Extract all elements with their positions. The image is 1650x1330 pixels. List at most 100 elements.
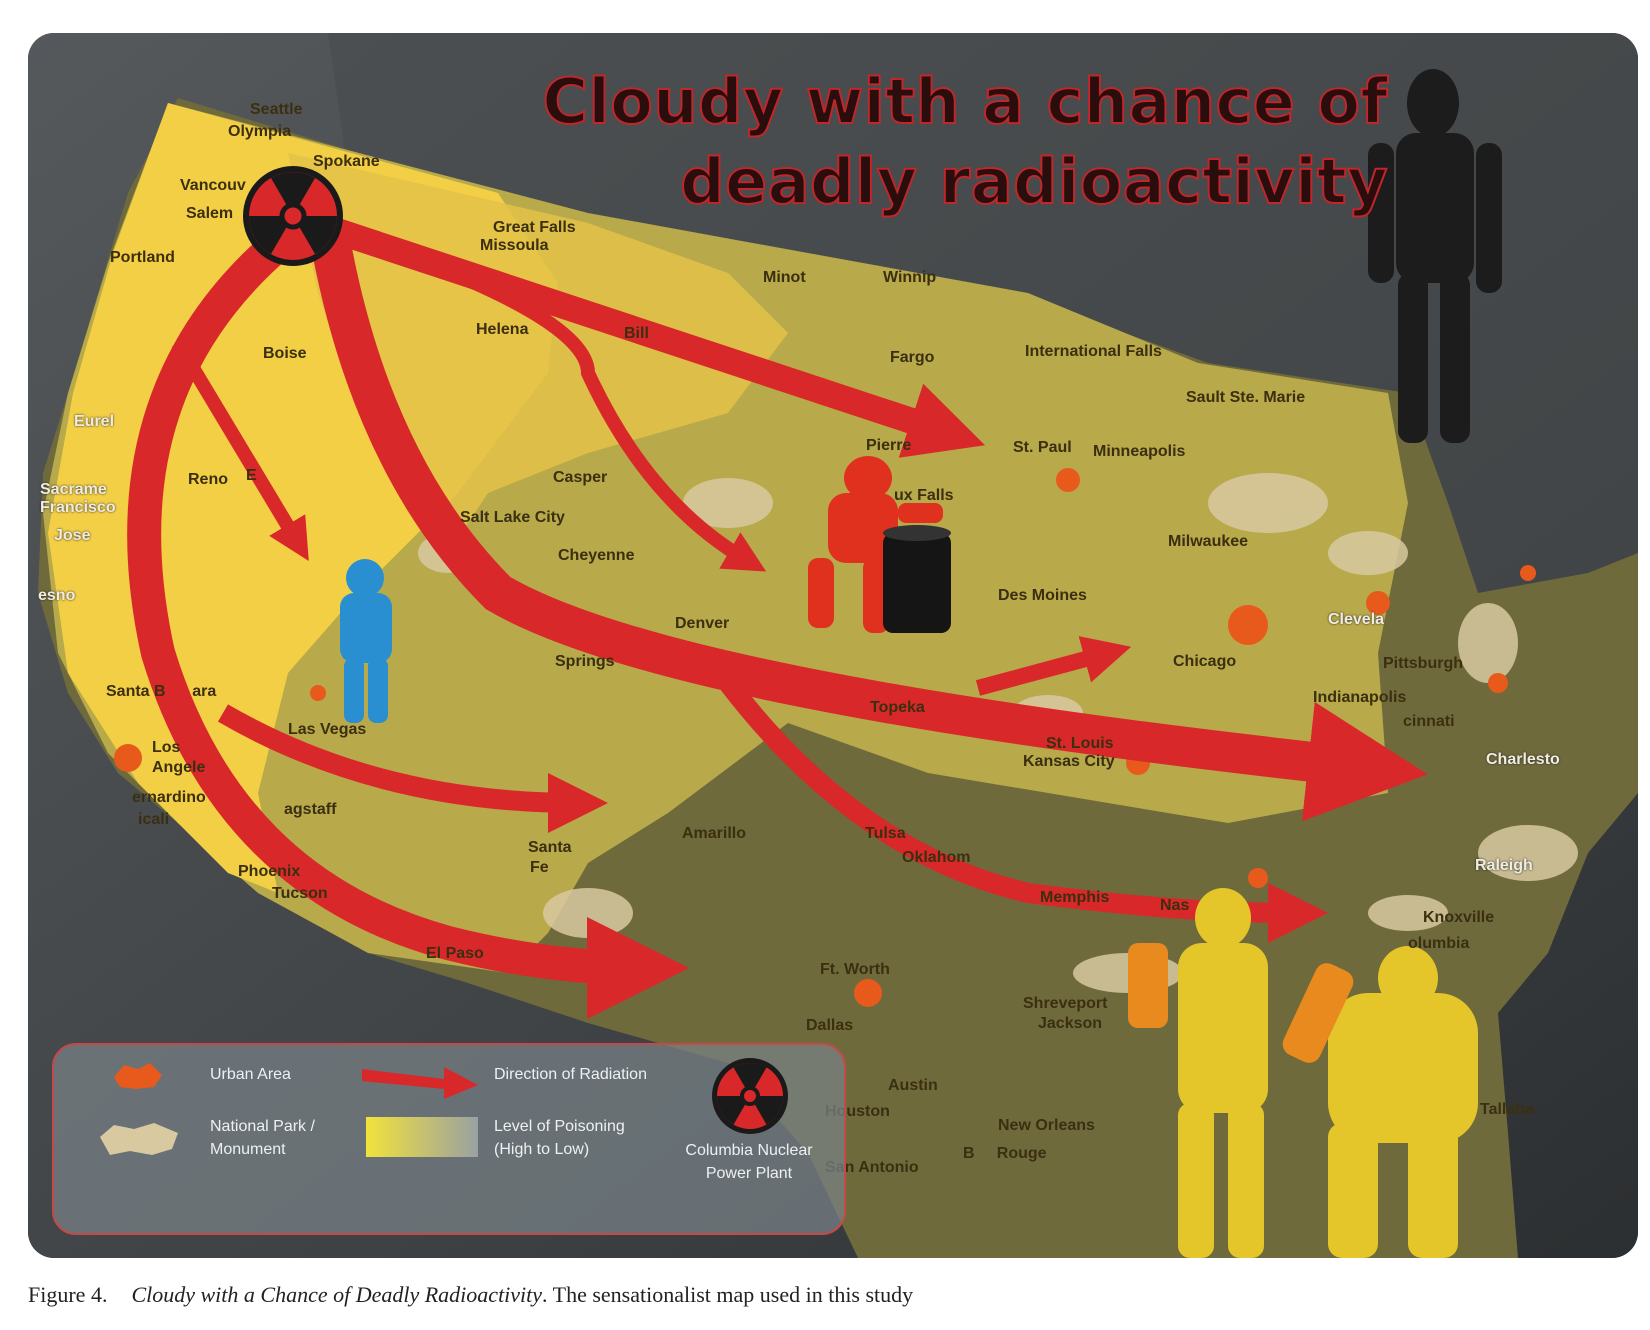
city-label: Olympia [228,123,292,140]
city-label: Salem [186,205,234,222]
city-label: Santa [528,839,572,856]
city-label: Angele [152,759,206,776]
city-label: agstaff [284,801,337,818]
legend-poison-label-2: (High to Low) [494,1141,590,1158]
city-label: Kansas City [1023,753,1115,770]
city-label: Bill [624,325,649,342]
arrow-to-ohio [308,224,1428,822]
city-label: Missoula [480,237,549,254]
city-label: St. Paul [1013,439,1072,456]
city-label: El Paso [426,945,484,962]
arrow-to-new-mexico [217,704,608,833]
city-label: Milwaukee [1168,533,1249,550]
city-label: Great Falls [493,219,576,236]
city-label: Pittsburgh [1383,655,1463,672]
caption-number: Figure 4. [28,1282,108,1307]
urban-area-swatch [114,1063,162,1089]
city-label: Seattle [250,101,303,118]
caption-title: Cloudy with a Chance of Deadly Radioacti… [131,1282,543,1307]
legend-plant-label-1: Columbia Nuclear [685,1142,813,1159]
city-label: Fargo [890,349,935,366]
city-label: E [246,467,257,484]
legend-direction-label: Direction of Radiation [494,1066,647,1083]
legend-urban-label: Urban Area [210,1066,291,1083]
city-label: Amarillo [682,825,747,842]
city-label: Raleigh [1475,857,1533,874]
city-label: Shreveport [1023,995,1108,1012]
city-label: Santa B ara [106,683,217,700]
figure-caption: Figure 4. Cloudy with a Chance of Deadly … [28,1282,913,1308]
city-label: International Falls [1025,343,1162,360]
city-label: Sacrame [40,481,107,498]
national-park-swatch [100,1123,178,1155]
city-label: Sault Ste. Marie [1186,389,1306,406]
city-label: Tallaha [1480,1101,1534,1118]
city-label: icali [138,811,170,828]
map-title-line-1: Cloudy with a chance of [541,64,1388,139]
city-label: Clevela [1328,611,1385,628]
city-label: St. Louis [1046,735,1114,752]
city-label: Chicago [1173,653,1237,670]
city-label: B Rouge [963,1145,1047,1162]
map-graphic [28,33,1638,1258]
legend-park-label-2: Monument [210,1141,286,1158]
caption-text: . The sensationalist map used in this st… [542,1282,914,1307]
city-label: ernardino [132,789,206,806]
city-label: Eurel [74,413,115,430]
nuclear-plant-marker [243,166,343,266]
city-label: Minneapolis [1093,443,1186,460]
city-label: Los [152,739,181,756]
barrel [883,525,951,633]
city-label: Oklahom [902,849,971,866]
radiation-icon [712,1058,788,1134]
blue-suit-worker [340,559,392,723]
red-suit-worker [808,456,943,633]
city-label: Tulsa [865,825,906,842]
city-label: Boise [263,345,307,362]
arrow-to-south-dakota [325,221,767,572]
city-label: Jose [54,527,91,544]
city-label: Vancouv [180,177,246,194]
city-label: Helena [476,321,529,338]
city-label: Des Moines [998,587,1087,604]
city-label: Winnip [883,269,937,286]
city-label: Indianapolis [1313,689,1407,706]
city-label: Portland [110,249,175,266]
city-label: Springs [555,653,615,670]
map-title-line-2: deadly radioactivity [679,144,1388,219]
map-panel: Cloudy with a chance of deadly radioacti… [28,33,1638,1258]
city-label: Charlesto [1486,751,1560,768]
city-label: Fe [530,859,549,876]
city-label: Memphis [1040,889,1110,906]
legend-poison-label-1: Level of Poisoning [494,1118,625,1135]
city-label: Casper [553,469,608,486]
city-label: Reno [188,471,228,488]
arrow-to-utah [171,339,309,562]
city-label: Pierre [866,437,912,454]
city-label: San Antonio [825,1159,919,1176]
city-label: Topeka [870,699,925,716]
city-label: Tucson [272,885,328,902]
yellow-suit-workers [1128,888,1478,1258]
direction-arrow-swatch [362,1067,478,1099]
city-label: Cheyenne [558,547,635,564]
legend-park-label-1: National Park / [210,1118,315,1135]
arrow-to-illinois [975,636,1132,696]
city-label: Jackson [1038,1015,1103,1032]
city-label: cinnati [1403,713,1455,730]
legend-plant-label-2: Power Plant [705,1165,793,1182]
city-label: olumbia [1408,935,1470,952]
city-label: Salt Lake City [460,509,565,526]
city-label: esno [38,587,76,604]
city-label: Spokane [313,153,380,170]
city-label: Austin [888,1077,938,1094]
city-label: ux Falls [894,487,954,504]
poisoning-gradient-swatch [366,1117,478,1157]
city-label: Denver [675,615,730,632]
city-label: Dallas [806,1017,854,1034]
arrow-to-texas [127,214,689,1019]
gas-mask-figure [1368,69,1502,443]
city-label: Knoxville [1423,909,1495,926]
canada-region [328,33,1638,633]
city-label: Ft. Worth [820,961,890,978]
